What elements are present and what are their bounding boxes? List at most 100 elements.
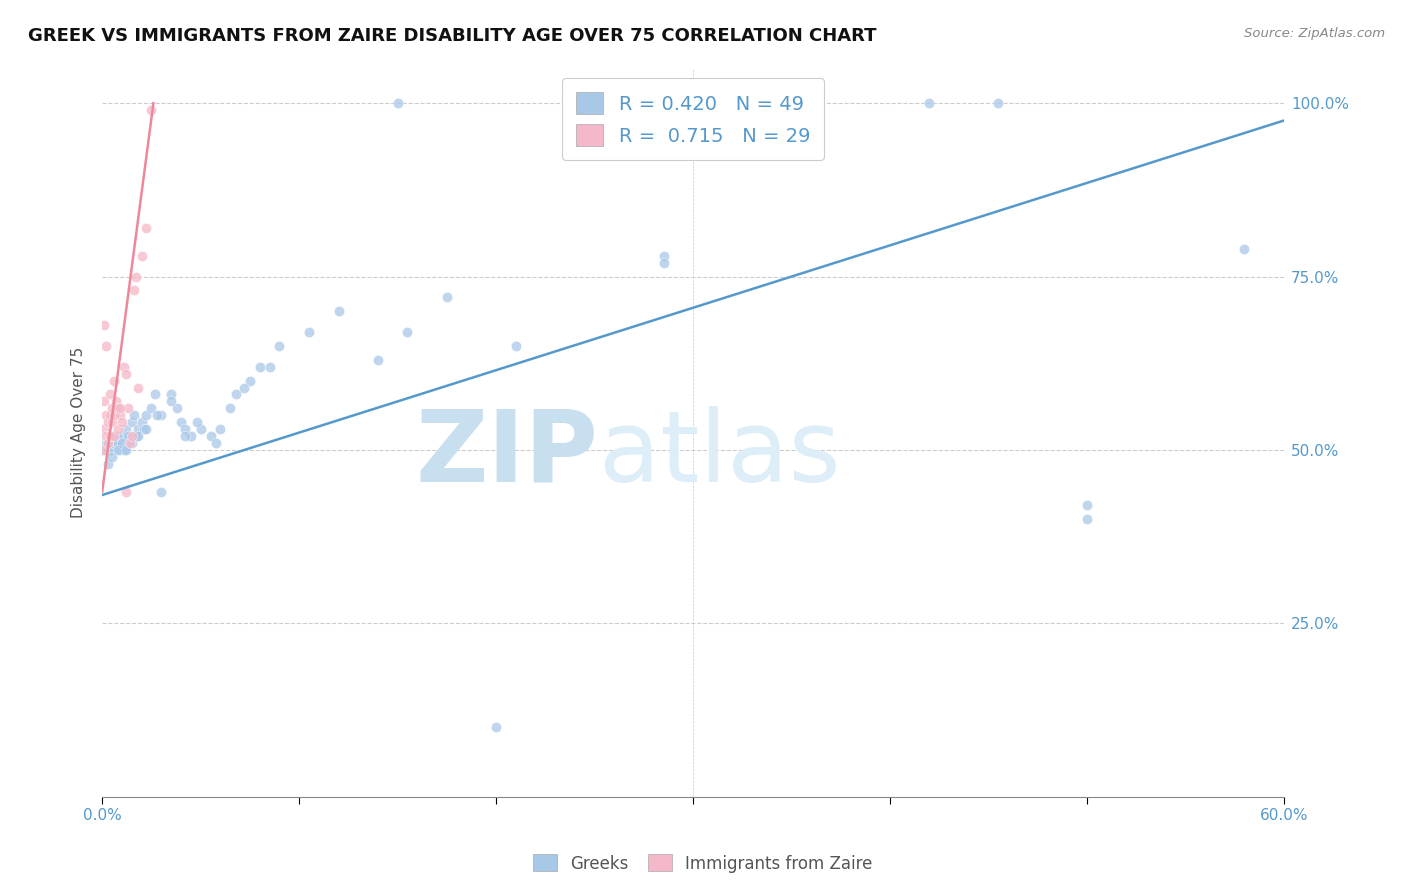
- Point: [118, 436, 141, 450]
- Point: [107, 401, 129, 416]
- Point: [121, 429, 143, 443]
- Point: [387, 96, 409, 111]
- Point: [93, 318, 115, 332]
- Point: [436, 290, 458, 304]
- Point: [145, 387, 167, 401]
- Point: [396, 325, 419, 339]
- Point: [505, 339, 527, 353]
- Point: [780, 96, 803, 111]
- Point: [108, 409, 131, 423]
- Point: [1076, 499, 1098, 513]
- Point: [131, 415, 153, 429]
- Point: [205, 436, 228, 450]
- Point: [918, 96, 941, 111]
- Point: [108, 401, 131, 416]
- Point: [160, 394, 183, 409]
- Point: [652, 256, 675, 270]
- Point: [150, 484, 173, 499]
- Point: [219, 401, 242, 416]
- Point: [269, 339, 291, 353]
- Point: [141, 401, 163, 416]
- Point: [131, 249, 153, 263]
- Point: [112, 359, 135, 374]
- Point: [93, 442, 115, 457]
- Point: [97, 457, 120, 471]
- Point: [225, 387, 247, 401]
- Point: [249, 359, 271, 374]
- Point: [94, 429, 117, 443]
- Point: [101, 415, 124, 429]
- Point: [97, 442, 120, 457]
- Legend: Greeks, Immigrants from Zaire: Greeks, Immigrants from Zaire: [527, 847, 879, 880]
- Text: GREEK VS IMMIGRANTS FROM ZAIRE DISABILITY AGE OVER 75 CORRELATION CHART: GREEK VS IMMIGRANTS FROM ZAIRE DISABILIT…: [28, 27, 876, 45]
- Point: [94, 339, 117, 353]
- Point: [115, 484, 138, 499]
- Point: [122, 409, 145, 423]
- Point: [132, 422, 155, 436]
- Point: [111, 436, 134, 450]
- Point: [117, 401, 139, 416]
- Point: [1233, 242, 1256, 256]
- Point: [101, 401, 124, 416]
- Legend: R = 0.420   N = 49, R =  0.715   N = 29: R = 0.420 N = 49, R = 0.715 N = 29: [562, 78, 824, 160]
- Point: [174, 422, 197, 436]
- Point: [1076, 512, 1098, 526]
- Point: [107, 422, 129, 436]
- Point: [98, 387, 121, 401]
- Point: [97, 436, 120, 450]
- Point: [101, 429, 124, 443]
- Point: [209, 422, 232, 436]
- Point: [135, 409, 157, 423]
- Point: [652, 249, 675, 263]
- Point: [233, 380, 256, 394]
- Point: [115, 442, 138, 457]
- Point: [127, 380, 149, 394]
- Point: [259, 359, 281, 374]
- Point: [174, 429, 197, 443]
- Y-axis label: Disability Age Over 75: Disability Age Over 75: [72, 347, 86, 518]
- Point: [98, 429, 121, 443]
- Point: [150, 409, 173, 423]
- Point: [112, 442, 135, 457]
- Point: [93, 394, 115, 409]
- Point: [121, 436, 143, 450]
- Point: [125, 429, 148, 443]
- Point: [103, 409, 125, 423]
- Point: [98, 442, 121, 457]
- Point: [111, 415, 134, 429]
- Point: [146, 409, 169, 423]
- Point: [328, 304, 350, 318]
- Point: [180, 429, 202, 443]
- Point: [166, 401, 188, 416]
- Point: [93, 422, 115, 436]
- Point: [107, 442, 129, 457]
- Point: [97, 415, 120, 429]
- Point: [105, 394, 128, 409]
- Point: [103, 429, 125, 443]
- Text: Source: ZipAtlas.com: Source: ZipAtlas.com: [1244, 27, 1385, 40]
- Point: [111, 429, 134, 443]
- Point: [485, 720, 508, 734]
- Point: [115, 422, 138, 436]
- Point: [98, 409, 121, 423]
- Point: [115, 367, 138, 381]
- Point: [200, 429, 222, 443]
- Point: [105, 429, 128, 443]
- Point: [170, 415, 193, 429]
- Point: [103, 374, 125, 388]
- Point: [987, 96, 1010, 111]
- Point: [135, 221, 157, 235]
- Point: [160, 387, 183, 401]
- Point: [780, 96, 803, 111]
- Point: [94, 436, 117, 450]
- Point: [190, 422, 212, 436]
- Point: [141, 103, 163, 117]
- Point: [101, 450, 124, 464]
- Point: [125, 269, 148, 284]
- Point: [367, 352, 389, 367]
- Point: [103, 436, 125, 450]
- Point: [127, 422, 149, 436]
- Point: [93, 442, 115, 457]
- Point: [94, 409, 117, 423]
- Point: [117, 429, 139, 443]
